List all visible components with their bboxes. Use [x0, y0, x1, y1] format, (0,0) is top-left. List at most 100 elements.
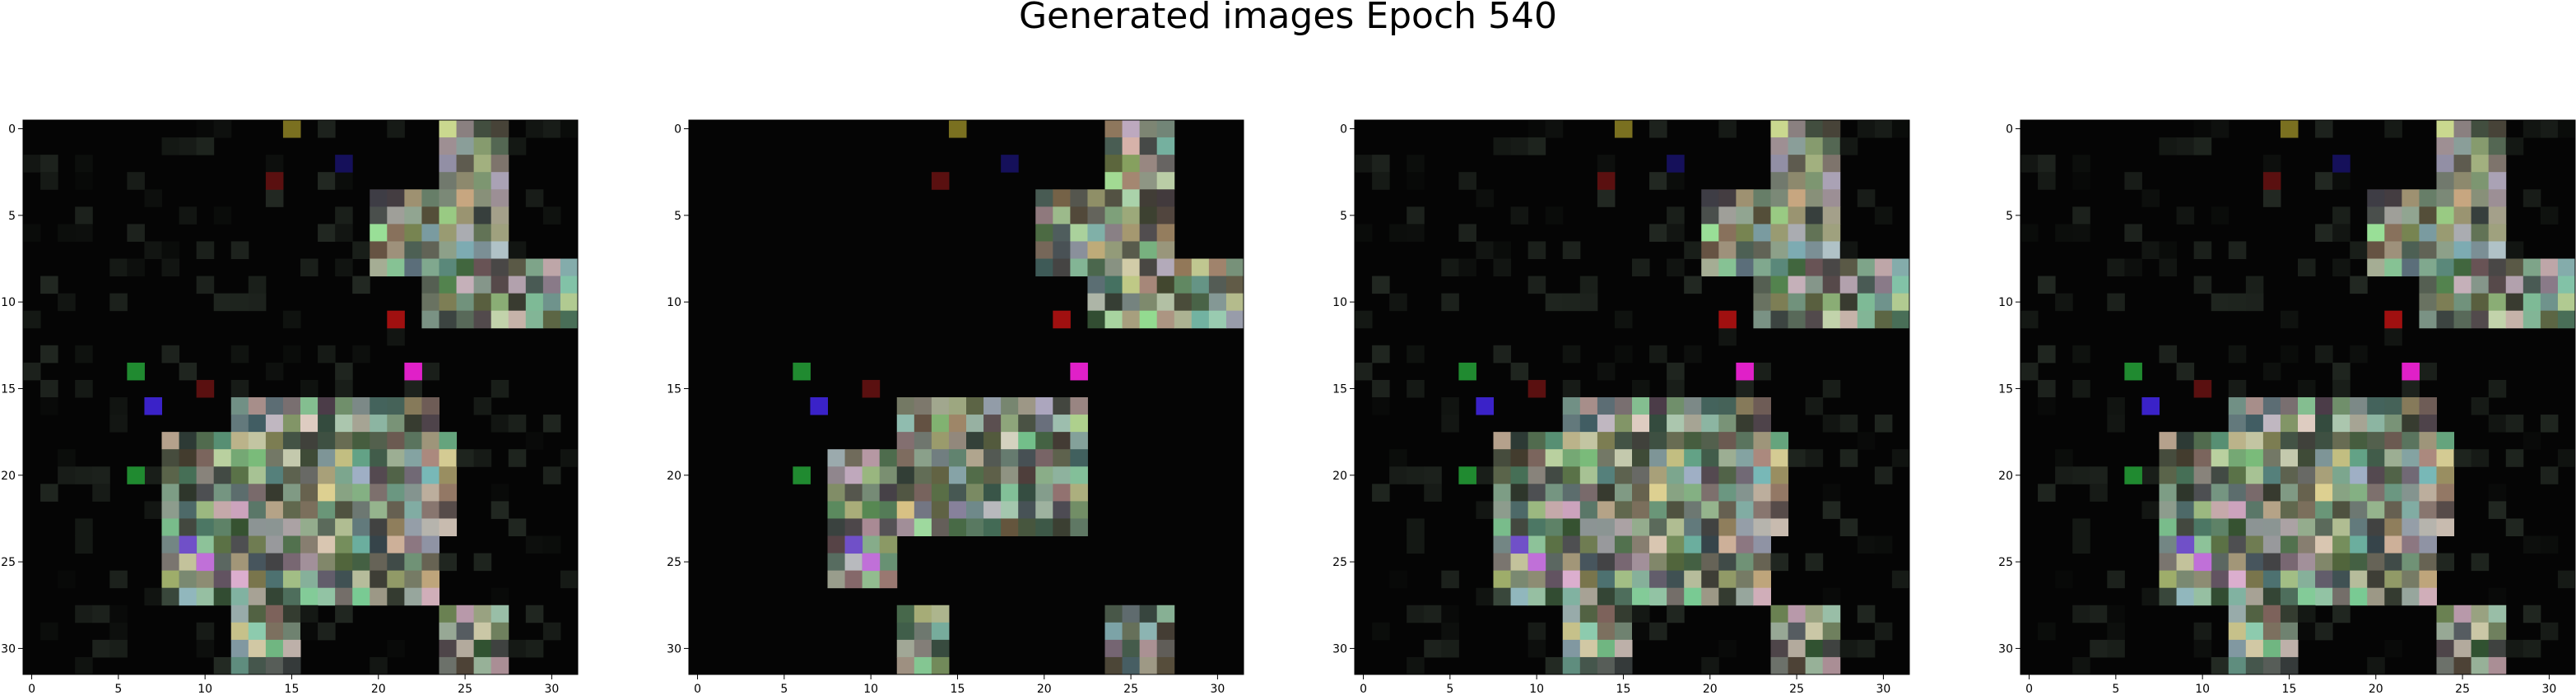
pixel-cell [352, 570, 370, 589]
pixel-cell [1614, 466, 1633, 484]
pixel-cell [844, 449, 863, 467]
pixel-cell [2262, 362, 2281, 381]
pixel-cell [1805, 276, 1824, 294]
pixel-cell [404, 258, 422, 277]
pixel-cell-highlight [862, 553, 881, 572]
pixel-cell [75, 535, 93, 554]
pixel-cell [300, 622, 319, 641]
pixel-cell [2436, 605, 2455, 623]
pixel-cell [2419, 397, 2437, 415]
pixel-cell [1372, 155, 1390, 173]
pixel-cell [1770, 605, 1789, 623]
pixel-cell [2211, 501, 2230, 519]
pixel-cell [983, 466, 1002, 484]
pixel-cell [1891, 570, 1910, 589]
pixel-cell [2211, 449, 2230, 467]
pixel-cell [2540, 276, 2559, 294]
pixel-cell [1874, 276, 1893, 294]
pixel-cell [144, 466, 162, 484]
pixel-cell [1562, 397, 1581, 415]
pixel-cell [1562, 345, 1581, 364]
pixel-cell [248, 293, 267, 312]
pixel-cell [1597, 501, 1616, 519]
pixel-cell [473, 137, 492, 155]
pixel-cell [300, 415, 319, 433]
pixel-cell [1139, 605, 1158, 623]
pixel-cell [1632, 605, 1650, 623]
pixel-cell [1208, 293, 1227, 312]
pixel-cell [914, 518, 932, 536]
pixel-cell [1822, 605, 1841, 623]
pixel-cell [1667, 224, 1685, 242]
pixel-cell [491, 137, 509, 155]
pixel-cell [213, 656, 232, 675]
pixel-cell [896, 656, 915, 675]
pixel-cell [2280, 553, 2299, 572]
pixel-cell [1510, 137, 1529, 155]
pixel-cell [2332, 172, 2350, 190]
pixel-cell [439, 172, 458, 190]
pixel-cell [560, 276, 579, 294]
pixel-cell [2332, 432, 2350, 450]
pixel-cell [1389, 466, 1407, 484]
pixel-cell [542, 535, 561, 554]
y-tick-label: 25 [1, 556, 16, 569]
pixel-cell [2367, 241, 2385, 259]
pixel-cell [1407, 155, 1425, 173]
pixel-cell [2159, 484, 2178, 502]
pixel-cell [2228, 656, 2247, 675]
pixel-cell [161, 466, 180, 484]
pixel-cell [439, 241, 458, 259]
pixel-cell [931, 449, 950, 467]
pixel-cell [1510, 484, 1529, 502]
pixel-cell [179, 587, 198, 606]
pixel-cell [2280, 310, 2299, 329]
pixel-cell [2488, 189, 2507, 207]
pixel-cell [213, 535, 232, 554]
pixel-cell [2228, 501, 2247, 519]
pixel-cell [1441, 570, 1459, 589]
pixel-cell [1527, 535, 1546, 554]
pixel-cell [1822, 206, 1841, 225]
pixel-cell [2488, 605, 2507, 623]
pixel-cell [1770, 224, 1789, 242]
pixel-cell [1857, 639, 1876, 658]
pixel-cell [1822, 189, 1841, 207]
pixel-cell [2523, 535, 2541, 554]
pixel-cell [1355, 155, 1373, 173]
pixel-cell [966, 432, 984, 450]
pixel-cell [1545, 484, 1564, 502]
pixel-cell [914, 449, 932, 467]
pixel-cell [2107, 258, 2125, 277]
pixel-cell [439, 518, 458, 536]
pixel-cell [1788, 206, 1806, 225]
pixel-cell [1104, 310, 1123, 329]
pixel-cell [1579, 432, 1598, 450]
pixel-cell [2540, 293, 2559, 312]
pixel-cell [879, 518, 898, 536]
pixel-cell [230, 397, 249, 415]
pixel-cell [879, 570, 898, 589]
pixel-cell [404, 415, 422, 433]
pixel-cell-highlight [2193, 553, 2212, 572]
pixel-cell [1510, 449, 1529, 467]
pixel-cell [1597, 155, 1616, 173]
pixel-cell [439, 553, 458, 572]
pixel-cell [387, 501, 405, 519]
pixel-cell [1597, 639, 1616, 658]
pixel-cell [1701, 258, 1719, 277]
pixel-cell [2298, 587, 2316, 606]
pixel-cell [1070, 206, 1088, 225]
pixel-cell [862, 449, 881, 467]
pixel-cell [1718, 570, 1737, 589]
pixel-cell [1156, 656, 1175, 675]
pixel-cell [1770, 120, 1789, 138]
pixel-cell [318, 622, 336, 641]
pixel-cell [230, 587, 249, 606]
pixel-cell [1053, 258, 1071, 277]
pixel-cell [914, 501, 932, 519]
pixel-cell [2367, 501, 2385, 519]
pixel-cell [370, 466, 388, 484]
pixel-cell [92, 484, 110, 502]
